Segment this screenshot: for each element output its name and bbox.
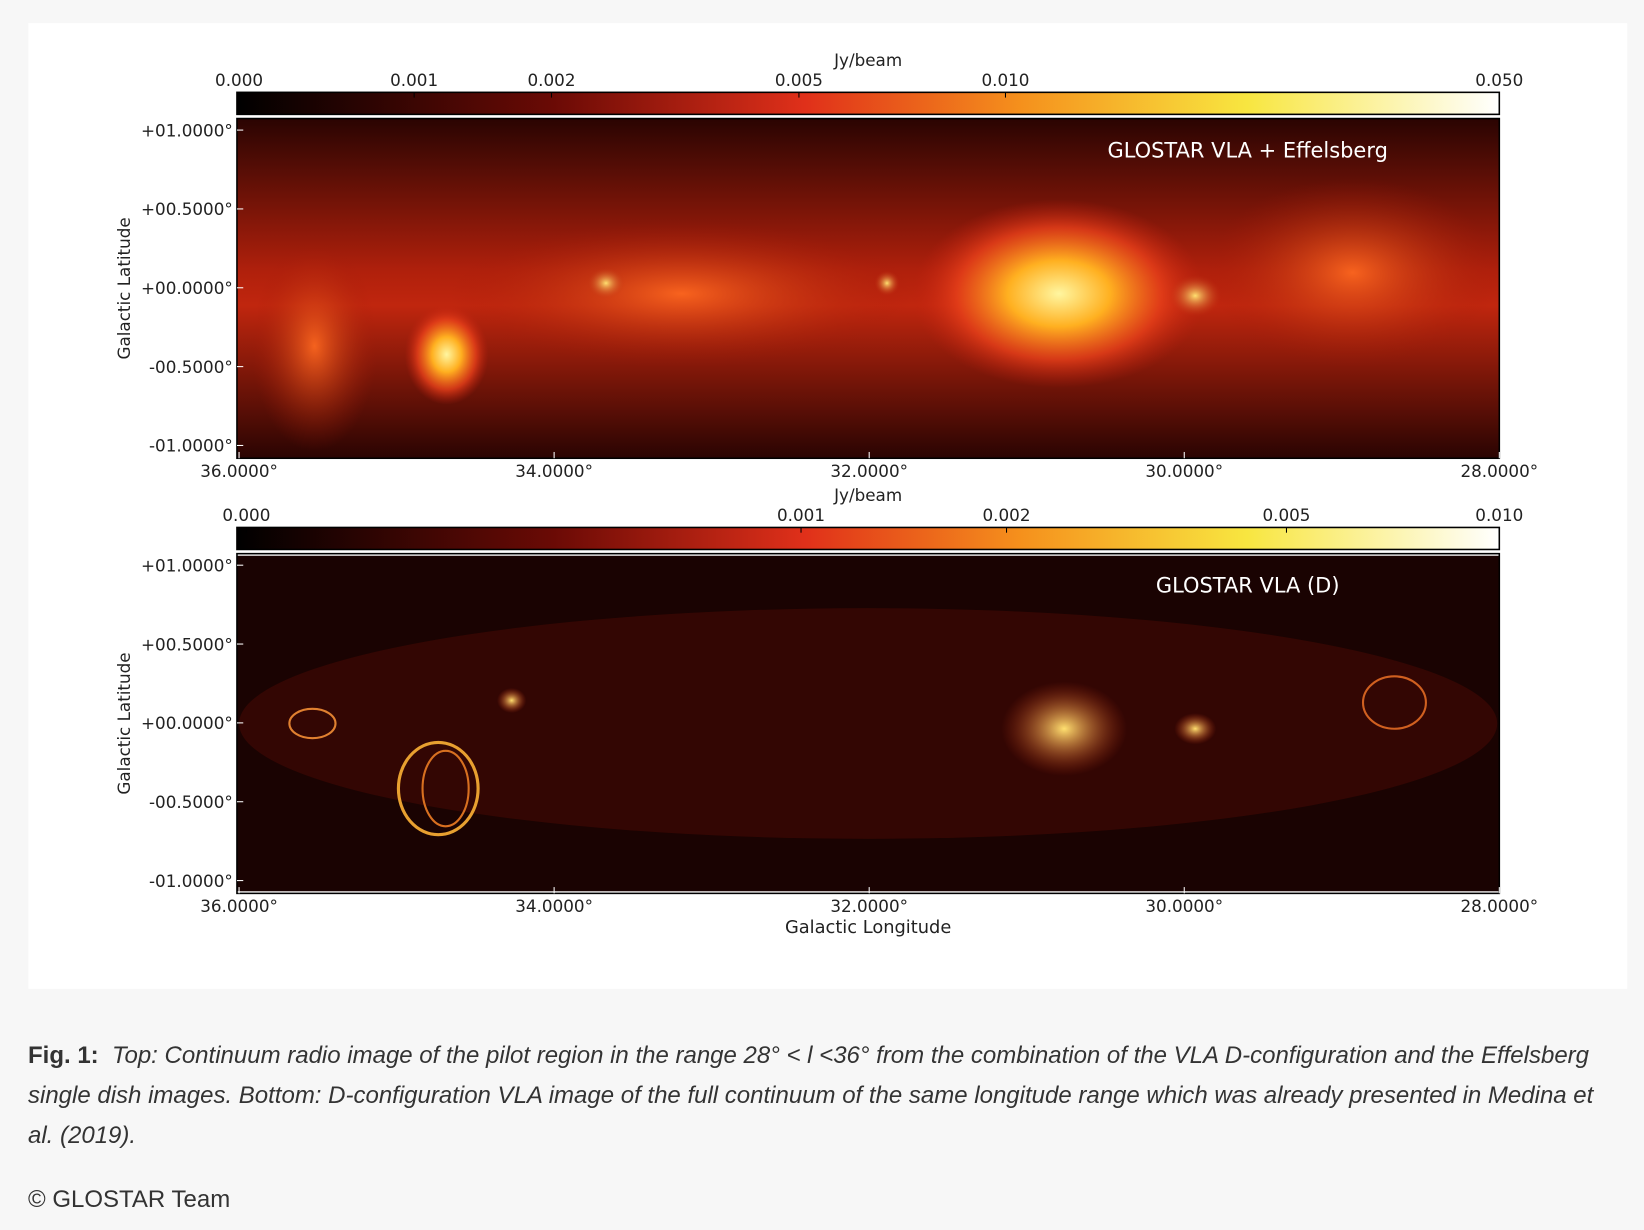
x-tick-label: 34.0000° (515, 461, 593, 481)
y-tick-label: -01.0000° (149, 436, 233, 456)
colorbar (236, 91, 1501, 116)
x-tick-label: 28.0000° (1460, 896, 1538, 916)
colorbar-tick-label: 0.010 (981, 70, 1029, 90)
x-tick-label: 34.0000° (515, 896, 593, 916)
colorbar-tick-label: 0.005 (775, 70, 823, 90)
caption-text: Top: Continuum radio image of the pilot … (28, 1042, 1594, 1149)
credit: © GLOSTAR Team (28, 1186, 231, 1213)
y-axis-label: Galactic Latitude (114, 652, 134, 794)
y-tick-label: -01.0000° (149, 871, 233, 891)
image-frame (236, 117, 1501, 460)
y-tick-label: +00.0000° (141, 278, 233, 298)
colorbar-tick-label: 0.002 (527, 70, 575, 90)
colorbar-tick-label: 0.002 (983, 505, 1031, 525)
y-tick-label: +00.5000° (141, 634, 233, 654)
y-axis-label: Galactic Latitude (114, 217, 134, 359)
caption-label: Fig. 1: (28, 1042, 99, 1069)
x-tick-label: 28.0000° (1460, 461, 1538, 481)
x-tick-label: 30.0000° (1145, 896, 1223, 916)
y-tick-label: +00.5000° (141, 199, 233, 219)
y-tick-label: +01.0000° (141, 120, 233, 140)
y-tick-label: +01.0000° (141, 555, 233, 575)
colorbar (236, 526, 1501, 551)
colorbar-tick-label: 0.000 (215, 70, 263, 90)
x-axis-label: Galactic Longitude (785, 917, 951, 938)
colorbar-tick-label: 0.001 (390, 70, 438, 90)
image-label: GLOSTAR VLA + Effelsberg (1107, 138, 1387, 162)
x-tick-label: 36.0000° (200, 461, 278, 481)
colorbar-unit: Jy/beam (833, 50, 902, 70)
image-frame (236, 552, 1501, 895)
colorbar-tick-label: 0.050 (1475, 70, 1523, 90)
caption: Fig. 1: Top: Continuum radio image of th… (28, 1036, 1618, 1156)
y-tick-label: -00.5000° (149, 357, 233, 377)
y-tick-label: -00.5000° (149, 792, 233, 812)
x-tick-label: 32.0000° (830, 461, 908, 481)
x-tick-label: 30.0000° (1145, 461, 1223, 481)
radio-image-top (236, 118, 1500, 459)
colorbar-tick-label: 0.001 (777, 505, 825, 525)
colorbar-tick-label: 0.000 (222, 505, 270, 525)
radio-image-bottom (236, 555, 1500, 892)
colorbar-unit: Jy/beam (833, 485, 902, 505)
image-label: GLOSTAR VLA (D) (1156, 573, 1340, 597)
x-tick-label: 32.0000° (830, 896, 908, 916)
y-tick-label: +00.0000° (141, 713, 233, 733)
x-tick-label: 36.0000° (200, 896, 278, 916)
colorbar-tick-label: 0.005 (1262, 505, 1310, 525)
colorbar-tick-label: 0.010 (1475, 505, 1523, 525)
